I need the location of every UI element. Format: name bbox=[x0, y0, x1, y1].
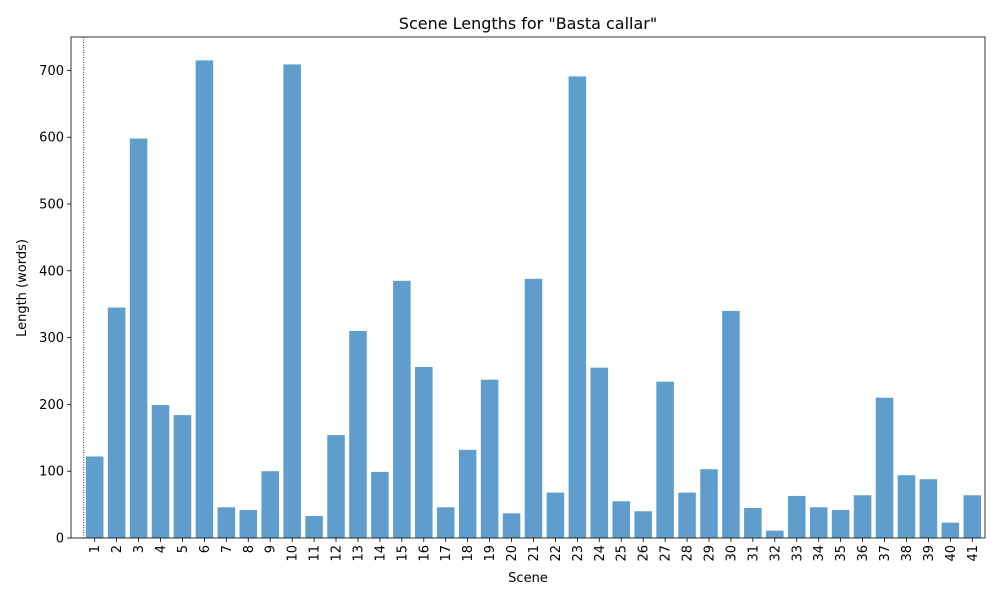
bar-scene-15 bbox=[393, 280, 411, 538]
x-tick-label: 4 bbox=[154, 545, 169, 553]
x-tick-label: 15 bbox=[395, 545, 410, 562]
chart-title: Scene Lengths for "Basta callar" bbox=[399, 14, 657, 33]
x-tick-label: 31 bbox=[746, 545, 761, 562]
bar-scene-38 bbox=[897, 475, 916, 538]
bar-scene-33 bbox=[787, 495, 806, 538]
bar-scene-20 bbox=[502, 513, 521, 538]
y-tick-label: 700 bbox=[39, 64, 64, 79]
bar-scene-10 bbox=[283, 64, 301, 538]
bar-scene-29 bbox=[700, 469, 718, 538]
bar-scene-2 bbox=[107, 307, 126, 538]
x-tick-label: 9 bbox=[264, 545, 279, 553]
bar-scene-21 bbox=[524, 278, 543, 538]
x-tick-label: 30 bbox=[724, 545, 739, 562]
bar-scene-9 bbox=[261, 471, 279, 538]
bar-scene-41 bbox=[963, 495, 982, 538]
bar-scene-5 bbox=[173, 415, 192, 538]
bar-scene-24 bbox=[590, 367, 609, 538]
bar-scene-17 bbox=[436, 507, 455, 538]
y-tick-label: 500 bbox=[39, 198, 64, 213]
y-tick-label: 400 bbox=[39, 264, 64, 279]
x-tick-label: 33 bbox=[790, 545, 805, 562]
x-tick-label: 16 bbox=[417, 545, 432, 562]
y-tick-label: 0 bbox=[56, 532, 64, 547]
bar-scene-25 bbox=[612, 501, 631, 538]
x-tick-label: 5 bbox=[176, 545, 191, 553]
bar-scene-26 bbox=[634, 511, 652, 538]
x-tick-label: 1 bbox=[88, 545, 103, 553]
bar-scene-31 bbox=[744, 507, 762, 538]
bar-scene-8 bbox=[239, 509, 258, 538]
x-tick-label: 24 bbox=[593, 545, 608, 562]
x-tick-label: 39 bbox=[922, 545, 937, 562]
y-tick-label: 600 bbox=[39, 131, 64, 146]
y-tick-label: 200 bbox=[39, 398, 64, 413]
x-tick-label: 13 bbox=[351, 545, 366, 562]
bar-scene-19 bbox=[480, 379, 499, 538]
bar-scene-16 bbox=[415, 366, 433, 538]
bar-scene-22 bbox=[546, 492, 565, 538]
x-tick-label: 19 bbox=[483, 545, 498, 562]
bar-scene-14 bbox=[371, 471, 389, 538]
x-axis-label: Scene bbox=[508, 571, 548, 586]
x-tick-label: 32 bbox=[768, 545, 783, 562]
x-tick-label: 21 bbox=[527, 545, 542, 562]
bar-scene-6 bbox=[195, 60, 214, 538]
x-tick-label: 7 bbox=[220, 545, 235, 553]
x-tick-label: 41 bbox=[966, 545, 981, 562]
bar-scene-35 bbox=[831, 509, 850, 538]
x-tick-label: 29 bbox=[703, 545, 718, 562]
bar-scene-18 bbox=[458, 449, 477, 538]
bar-scene-39 bbox=[919, 479, 938, 538]
x-tick-label: 12 bbox=[330, 545, 345, 562]
x-tick-label: 27 bbox=[659, 545, 674, 562]
x-tick-label: 20 bbox=[505, 545, 520, 562]
bar-scene-36 bbox=[853, 495, 872, 538]
x-tick-label: 38 bbox=[900, 545, 915, 562]
x-tick-label: 17 bbox=[439, 545, 454, 562]
bar-scene-30 bbox=[722, 310, 740, 538]
bar-scene-27 bbox=[656, 381, 674, 538]
x-tick-label: 2 bbox=[110, 545, 125, 553]
bar-scene-1 bbox=[85, 456, 104, 538]
bar-scene-23 bbox=[568, 76, 587, 539]
x-tick-label: 34 bbox=[812, 545, 827, 562]
x-tick-label: 28 bbox=[681, 545, 696, 562]
bar-scene-7 bbox=[217, 507, 236, 538]
bar-scene-28 bbox=[678, 492, 696, 538]
bar-scene-3 bbox=[129, 138, 148, 538]
x-tick-label: 11 bbox=[308, 545, 323, 562]
bar-scene-11 bbox=[305, 515, 323, 538]
x-tick-label: 6 bbox=[198, 545, 213, 553]
x-tick-label: 36 bbox=[856, 545, 871, 562]
x-tick-label: 35 bbox=[834, 545, 849, 562]
bar-scene-4 bbox=[151, 405, 170, 538]
y-tick-label: 100 bbox=[39, 465, 64, 480]
x-tick-label: 23 bbox=[571, 545, 586, 562]
x-tick-label: 22 bbox=[549, 545, 564, 562]
bar-scene-12 bbox=[327, 435, 345, 538]
x-tick-label: 3 bbox=[132, 545, 147, 553]
x-tick-label: 25 bbox=[615, 545, 630, 562]
x-tick-label: 26 bbox=[637, 545, 652, 562]
axes-frame bbox=[70, 36, 986, 539]
bar-scene-40 bbox=[941, 522, 960, 538]
y-axis-label: Length (words) bbox=[15, 239, 30, 337]
x-tick-label: 8 bbox=[242, 545, 257, 553]
x-tick-label: 37 bbox=[878, 545, 893, 562]
bar-scene-34 bbox=[809, 507, 828, 538]
bar-scene-32 bbox=[766, 530, 784, 538]
bar-scene-13 bbox=[349, 330, 367, 538]
x-tick-label: 14 bbox=[373, 545, 388, 562]
y-tick-label: 300 bbox=[39, 331, 64, 346]
bar-scene-37 bbox=[875, 397, 894, 538]
x-tick-label: 40 bbox=[944, 545, 959, 562]
x-tick-label: 18 bbox=[461, 545, 476, 562]
x-tick-label: 10 bbox=[286, 545, 301, 562]
